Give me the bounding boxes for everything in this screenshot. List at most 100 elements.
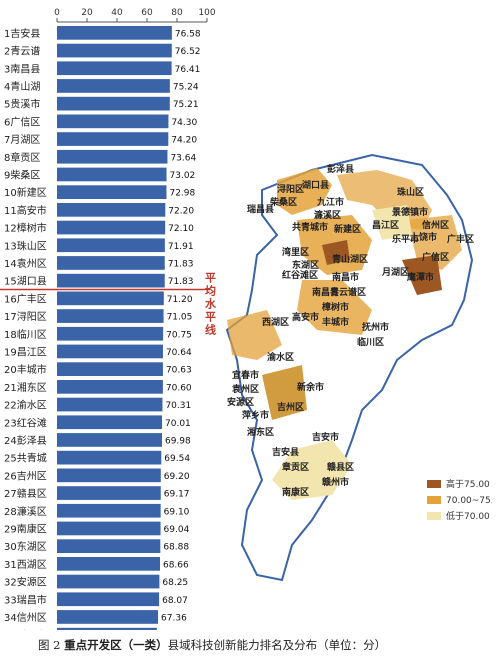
legend-mid: 70.00~75.00 (446, 496, 492, 506)
bar (57, 149, 168, 164)
jian-region (262, 365, 307, 420)
bar (57, 380, 163, 394)
map-place-label: 乐平市 (392, 233, 419, 245)
value-label: 69.98 (165, 436, 191, 446)
map-place-label: 萍乡市 (242, 409, 269, 421)
value-label: 70.64 (166, 348, 192, 358)
map-place-label: 袁州区 (231, 383, 259, 395)
map-place-label: 青山湖区 (332, 253, 368, 265)
map-place-label: 宜春市 (232, 369, 259, 381)
map-place-label: 新余市 (297, 381, 324, 393)
category-label: 1吉安县 (4, 27, 40, 40)
map-place-label: 东湖区 (292, 259, 319, 271)
category-label: 29南康区 (4, 522, 47, 535)
map-place-label: 湘东区 (247, 426, 274, 438)
category-label: 33瑞昌市 (4, 593, 47, 606)
value-label: 71.83 (168, 259, 194, 269)
x-tick-label: 60 (141, 8, 153, 18)
map-place-label: 广丰区 (447, 233, 474, 245)
bar (57, 203, 166, 217)
category-label: 13珠山区 (4, 239, 47, 252)
map-place-label: 柴桑区 (269, 196, 297, 208)
category-label: 31西湖区 (4, 559, 47, 571)
nanchang-core-region (322, 240, 350, 265)
bar (57, 610, 159, 624)
map-place-label: 西湖区 (262, 316, 289, 328)
figure-caption: 图 2 重点开发区（一类）县域科技创新能力排名及分布（单位：分） (38, 637, 386, 653)
category-label: 9柴桑区 (4, 168, 40, 181)
category-label: 5贵溪市 (4, 98, 40, 111)
bar (57, 291, 164, 306)
category-label: 25共青城 (4, 452, 47, 465)
value-label: 73.64 (170, 153, 196, 163)
bar (57, 450, 162, 465)
map-place-label: 高安市 (292, 311, 319, 323)
value-label: 75.21 (173, 100, 199, 110)
value-label: 74.20 (171, 136, 197, 146)
value-label: 69.20 (164, 472, 190, 482)
value-label: 76.58 (175, 29, 201, 39)
bar (57, 43, 172, 58)
legend-high: 高于75.00 (446, 478, 490, 490)
caption-bold: 重点开发区（一类） (64, 638, 168, 652)
bar (57, 344, 163, 359)
value-label: 71.91 (168, 242, 194, 252)
map-place-label: 吉安县 (272, 446, 299, 458)
value-label: 67.36 (161, 613, 187, 623)
value-label: 74.30 (171, 118, 197, 128)
bar (57, 397, 163, 412)
average-line-label-char: 水 (205, 297, 217, 311)
category-label: 23红谷滩 (4, 416, 47, 429)
value-label: 69.04 (164, 525, 190, 535)
value-label: 71.20 (167, 295, 193, 305)
x-tick-label: 40 (111, 8, 123, 18)
bar (57, 132, 169, 146)
map-place-label: 抚州市 (362, 321, 389, 333)
bar (57, 468, 161, 483)
bar (57, 415, 163, 430)
value-label: 69.54 (164, 454, 190, 464)
category-label: 21湘东区 (4, 381, 47, 394)
map-outline (225, 153, 474, 582)
leping-region (372, 205, 412, 240)
map-place-label: 上饶市 (410, 231, 437, 243)
category-label: 7月湖区 (4, 134, 40, 146)
caption-prefix: 图 2 (38, 638, 61, 652)
bar (57, 627, 157, 630)
category-label: 30东湖区 (4, 540, 47, 553)
value-label: 76.52 (175, 47, 201, 57)
category-label: 28濂溪区 (4, 505, 47, 518)
map-place-label: 珠山区 (397, 186, 424, 198)
average-line-label-char: 平 (205, 272, 216, 285)
x-axis-ticks: 0 20 40 60 80 100 (54, 8, 216, 23)
map-place-label: 昌江区 (372, 219, 399, 231)
bar (57, 521, 161, 536)
category-label: 10新建区 (4, 186, 47, 199)
shangrao-region (407, 215, 462, 270)
value-label: 68.25 (162, 578, 188, 588)
value-label: 68.66 (163, 560, 189, 570)
value-label: 76.41 (175, 65, 201, 75)
category-label: 11高安市 (4, 204, 47, 217)
yingtan-region (402, 255, 442, 295)
category-label: 22渝水区 (4, 399, 47, 412)
category-label: 32安源区 (4, 576, 47, 589)
x-tick-label: 20 (81, 8, 93, 18)
map-place-label: 吉州区 (277, 401, 304, 413)
map-place-label: 赣县区 (327, 461, 354, 473)
central-region (297, 280, 372, 335)
map-place-label: 广信区 (422, 251, 449, 263)
map-place-label: 南康区 (282, 486, 309, 498)
map-place-label: 南昌县 (312, 286, 339, 298)
bar (57, 326, 164, 341)
value-label: 69.17 (164, 490, 190, 500)
legend-low: 低于70.00 (446, 510, 490, 522)
category-label: 26吉州区 (4, 470, 47, 482)
caption-rest: 县域科技创新能力排名及分布（单位：分） (167, 638, 387, 652)
map-place-label: 濂溪区 (314, 209, 341, 221)
bar (57, 96, 170, 111)
bar (57, 256, 165, 270)
bar (57, 539, 161, 553)
